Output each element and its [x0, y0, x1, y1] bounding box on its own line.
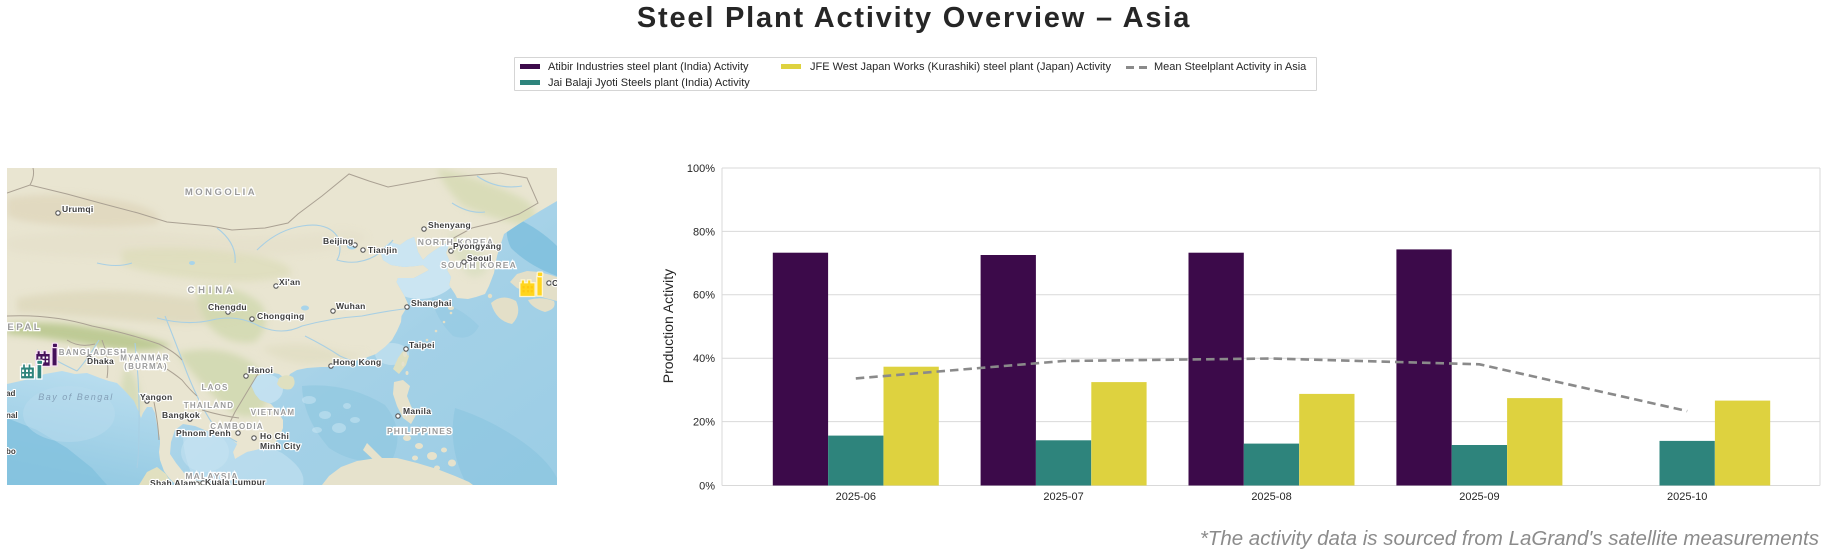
svg-text:CHINA: CHINA [187, 285, 236, 296]
svg-text:2025-06: 2025-06 [836, 491, 876, 503]
svg-text:20%: 20% [693, 417, 715, 429]
svg-text:Hong Kong: Hong Kong [333, 357, 382, 367]
svg-text:SOUTH KOREA: SOUTH KOREA [441, 260, 517, 270]
svg-text:Phnom Penh: Phnom Penh [176, 428, 231, 438]
svg-text:MALAYSIA: MALAYSIA [185, 471, 238, 481]
svg-text:Seoul: Seoul [467, 253, 492, 263]
svg-text:ad: ad [7, 389, 15, 398]
svg-text:80%: 80% [693, 226, 715, 238]
svg-text:2025-10: 2025-10 [1667, 491, 1707, 503]
svg-text:Production Activity: Production Activity [660, 269, 676, 383]
svg-text:2025-09: 2025-09 [1459, 491, 1499, 503]
svg-text:Chongqing: Chongqing [257, 311, 305, 321]
svg-text:Beijing: Beijing [323, 236, 353, 246]
svg-text:Minh City: Minh City [260, 441, 301, 451]
svg-text:NORTH KOREA: NORTH KOREA [418, 237, 494, 247]
svg-text:Shanghai: Shanghai [411, 298, 452, 308]
svg-text:O: O [552, 278, 557, 288]
svg-text:Taipei: Taipei [409, 340, 435, 350]
svg-text:(BURMA): (BURMA) [124, 362, 168, 371]
svg-text:Tianjin: Tianjin [368, 245, 397, 255]
svg-text:0%: 0% [699, 480, 715, 492]
svg-text:Shenyang: Shenyang [428, 220, 471, 230]
svg-text:BANGLADESH: BANGLADESH [59, 348, 127, 357]
svg-text:Hanoi: Hanoi [248, 365, 273, 375]
svg-text:LAOS: LAOS [201, 383, 228, 392]
svg-text:Ho Chi: Ho Chi [260, 431, 289, 441]
svg-text:Wuhan: Wuhan [336, 301, 366, 311]
svg-text:Shah Alam: Shah Alam [150, 478, 196, 485]
svg-text:Yangon: Yangon [140, 392, 173, 402]
svg-text:nal: nal [7, 411, 18, 420]
svg-text:2025-07: 2025-07 [1043, 491, 1083, 503]
svg-text:40%: 40% [693, 353, 715, 365]
svg-text:Dhaka: Dhaka [87, 356, 114, 366]
svg-text:MONGOLIA: MONGOLIA [185, 187, 257, 198]
svg-text:2025-08: 2025-08 [1251, 491, 1291, 503]
svg-text:100%: 100% [687, 163, 715, 175]
svg-text:60%: 60% [693, 290, 715, 302]
svg-text:MYANMAR: MYANMAR [120, 354, 169, 363]
svg-text:Bay of Bengal: Bay of Bengal [38, 392, 114, 402]
svg-text:VIETNAM: VIETNAM [251, 408, 295, 417]
svg-text:PHILIPPINES: PHILIPPINES [387, 426, 453, 436]
svg-text:Kuala Lumpur: Kuala Lumpur [205, 477, 266, 485]
svg-text:Xi'an: Xi'an [279, 277, 300, 287]
svg-text:Manila: Manila [403, 406, 431, 416]
svg-text:Chengdu: Chengdu [208, 302, 247, 312]
svg-text:THAILAND: THAILAND [184, 401, 234, 410]
svg-text:NEPAL: NEPAL [7, 322, 42, 333]
svg-text:CAMBODIA: CAMBODIA [210, 422, 264, 431]
svg-text:Urumqi: Urumqi [62, 204, 94, 214]
svg-text:Pyongyang: Pyongyang [453, 241, 502, 251]
svg-text:Bangkok: Bangkok [162, 410, 200, 420]
svg-text:bo: bo [7, 447, 16, 456]
